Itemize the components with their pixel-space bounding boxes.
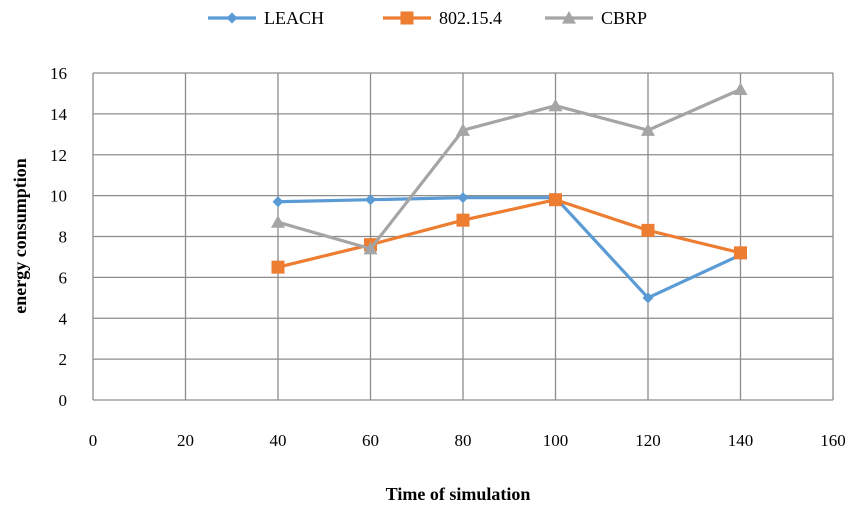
- legend-item-802-15-4: 802.15.4: [383, 8, 502, 28]
- y-tick-label: 0: [59, 391, 68, 410]
- x-tick-label: 160: [820, 431, 846, 450]
- y-tick-label: 2: [59, 350, 68, 369]
- legend-marker: [226, 12, 238, 24]
- x-tick-label: 0: [89, 431, 98, 450]
- axes: 0 20 40 60 80 100 120 140 160 0 2 4 6 8 10 12 14 16: [50, 64, 846, 450]
- data-point-cbrp: [456, 123, 470, 136]
- legend-item-cbrp: CBRP: [545, 8, 647, 28]
- y-tick-label: 10: [50, 187, 67, 206]
- legend: LEACH 802.15.4 CBRP: [208, 8, 647, 28]
- x-tick-label: 40: [270, 431, 287, 450]
- y-tick-label: 12: [50, 146, 67, 165]
- x-tick-label: 20: [177, 431, 194, 450]
- y-tick-label: 8: [59, 228, 68, 247]
- data-point-cbrp: [271, 215, 285, 228]
- legend-marker: [562, 11, 576, 24]
- y-tick-label: 6: [59, 268, 68, 287]
- data-point-802-15-4: [456, 213, 470, 227]
- data-point-leach: [272, 196, 284, 208]
- data-point-cbrp: [641, 123, 655, 136]
- legend-label: CBRP: [601, 8, 647, 28]
- legend-label: 802.15.4: [439, 8, 502, 28]
- x-tick-label: 80: [455, 431, 472, 450]
- data-point-802-15-4: [549, 193, 562, 207]
- gridlines: [92, 72, 834, 401]
- data-point-802-15-4: [641, 223, 655, 237]
- x-axis-label: Time of simulation: [386, 484, 531, 504]
- data-point-cbrp: [363, 241, 378, 255]
- y-axis-label: energy consumption: [10, 158, 30, 314]
- x-tick-label: 60: [362, 431, 379, 450]
- series-group: [271, 82, 748, 304]
- series-line-802-15-4: [277, 198, 741, 269]
- legend-label: LEACH: [264, 8, 324, 28]
- y-tick-label: 14: [50, 105, 68, 124]
- data-point-leach: [457, 192, 469, 204]
- x-tick-label: 100: [543, 431, 569, 450]
- series-line-leach: [277, 196, 742, 300]
- data-point-cbrp: [733, 82, 748, 95]
- legend-item-leach: LEACH: [208, 8, 324, 28]
- series-802-15-4: [271, 193, 747, 274]
- data-point-leach: [365, 194, 376, 206]
- data-point-leach: [642, 292, 654, 304]
- data-point-802-15-4: [734, 246, 747, 260]
- series-line-cbrp: [277, 87, 742, 251]
- y-tick-label: 16: [50, 64, 67, 83]
- y-tick-label: 4: [59, 309, 68, 328]
- data-point-cbrp: [548, 98, 563, 112]
- legend-marker: [400, 11, 414, 25]
- series-cbrp: [271, 82, 748, 255]
- x-tick-label: 120: [635, 431, 661, 450]
- x-tick-label: 140: [728, 431, 754, 450]
- data-point-802-15-4: [271, 260, 285, 274]
